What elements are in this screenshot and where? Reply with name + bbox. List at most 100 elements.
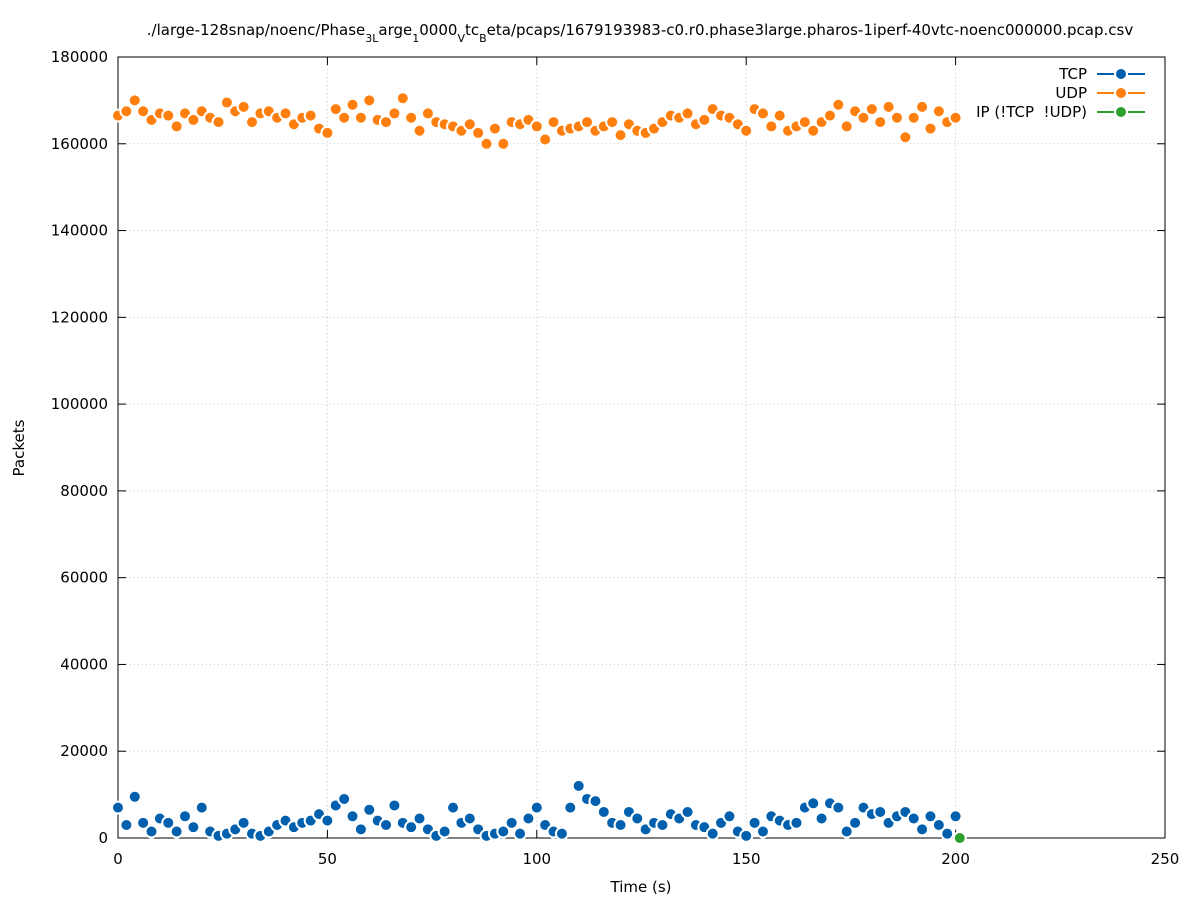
data-point [613, 128, 628, 143]
data-point [437, 824, 452, 839]
data-point [554, 826, 569, 841]
data-point [739, 828, 754, 843]
data-point [839, 824, 854, 839]
data-point [111, 800, 125, 815]
data-point [747, 815, 762, 830]
data-point [940, 826, 955, 841]
data-point [236, 99, 251, 114]
data-point [806, 123, 821, 138]
data-point [362, 802, 377, 817]
data-point [839, 119, 854, 134]
data-point [952, 831, 967, 845]
data-point [320, 813, 335, 828]
data-point [337, 791, 352, 806]
data-point [931, 817, 946, 832]
title-part: ./large-128snap/noenc/Phase [147, 21, 365, 39]
data-point [345, 97, 360, 112]
data-point [580, 115, 595, 130]
data-point [479, 136, 494, 151]
data-point [588, 794, 603, 809]
data-point [873, 804, 888, 819]
data-point [345, 809, 360, 824]
data-point [353, 110, 368, 125]
data-point [379, 817, 394, 832]
data-point [521, 811, 536, 826]
data-point [856, 110, 871, 125]
data-point [529, 800, 544, 815]
title-part: 0000 [419, 21, 457, 39]
y-axis-label: Packets [10, 419, 28, 476]
data-point [136, 104, 151, 119]
data-point [596, 804, 611, 819]
y-tick-label: 180000 [51, 48, 108, 66]
data-point [789, 815, 804, 830]
data-point [831, 800, 846, 815]
data-point [211, 115, 226, 130]
data-point [755, 824, 770, 839]
data-point [186, 820, 201, 835]
data-point [772, 108, 787, 123]
title-part: 1 [412, 32, 419, 45]
data-point [931, 104, 946, 119]
data-point [915, 99, 930, 114]
data-point [144, 824, 159, 839]
data-point [764, 119, 779, 134]
title-part: eta/pcaps/1679193983-c0.r0.phase3large.p… [487, 21, 1134, 39]
data-point [923, 809, 938, 824]
data-point [831, 97, 846, 112]
y-tick-label: 120000 [51, 308, 108, 326]
y-tick-label: 160000 [51, 135, 108, 153]
data-point [337, 110, 352, 125]
data-point [814, 811, 829, 826]
data-point [186, 112, 201, 127]
data-point [169, 824, 184, 839]
data-point [797, 115, 812, 130]
x-axis-label: Time (s) [610, 878, 672, 896]
data-point [722, 809, 737, 824]
data-point [496, 824, 511, 839]
data-point [328, 102, 343, 117]
data-point [864, 102, 879, 117]
data-point [605, 115, 620, 130]
data-point [320, 125, 335, 140]
data-point [697, 112, 712, 127]
legend-label: IP (!TCP !UDP) [976, 103, 1087, 121]
data-point [546, 115, 561, 130]
data-point [873, 115, 888, 130]
data-point [161, 815, 176, 830]
chart-title: ./large-128snap/noenc/Phase3Large10000Vt… [147, 21, 1134, 45]
data-point [680, 106, 695, 121]
y-tick-label: 0 [98, 829, 108, 847]
data-point [487, 121, 502, 136]
data-point [848, 815, 863, 830]
data-point [906, 811, 921, 826]
data-point [119, 817, 134, 832]
data-point [915, 822, 930, 837]
data-point [446, 800, 461, 815]
data-point [194, 800, 209, 815]
data-point [278, 106, 293, 121]
data-point [889, 110, 904, 125]
data-point [169, 119, 184, 134]
data-point [923, 121, 938, 136]
y-tick-label: 60000 [60, 569, 108, 587]
data-point [881, 99, 896, 114]
data-point [412, 811, 427, 826]
data-point [127, 93, 142, 108]
data-point [471, 125, 486, 140]
y-tick-label: 100000 [51, 395, 108, 413]
legend-marker [1114, 67, 1128, 81]
data-point [119, 104, 134, 119]
data-point [161, 108, 176, 123]
data-point [613, 817, 628, 832]
y-tick-label: 40000 [60, 655, 108, 673]
title-part: V [457, 32, 465, 45]
data-point [420, 106, 435, 121]
data-point [655, 817, 670, 832]
data-point [822, 108, 837, 123]
x-tick-label: 100 [522, 850, 551, 868]
plot-frame [117, 56, 1166, 839]
data-point [404, 820, 419, 835]
data-point [739, 123, 754, 138]
data-point [630, 811, 645, 826]
